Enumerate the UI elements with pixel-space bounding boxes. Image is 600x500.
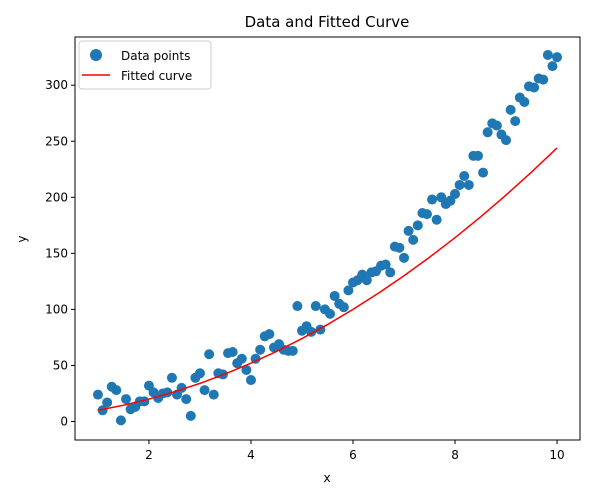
- data-point: [329, 290, 340, 301]
- legend-marker-data-points: [90, 49, 102, 61]
- data-point: [412, 220, 423, 231]
- y-axis-label: y: [15, 235, 29, 242]
- data-point: [431, 214, 442, 225]
- data-point: [505, 104, 516, 115]
- y-tick-label: 250: [45, 134, 68, 148]
- data-point: [394, 242, 405, 253]
- data-point: [427, 194, 438, 205]
- y-tick-label: 50: [53, 358, 68, 372]
- data-point: [408, 234, 419, 245]
- data-point: [459, 171, 470, 181]
- y-tick-label: 0: [60, 415, 68, 429]
- data-point: [181, 394, 192, 405]
- x-tick-label: 10: [549, 448, 564, 462]
- data-point: [403, 225, 414, 236]
- data-point: [491, 120, 502, 131]
- data-point: [208, 389, 219, 400]
- data-point: [241, 364, 252, 375]
- data-point: [199, 385, 210, 396]
- data-point: [385, 267, 396, 278]
- data-point: [552, 52, 563, 63]
- plot-area: [92, 49, 563, 426]
- data-point: [310, 301, 321, 312]
- data-point: [478, 167, 489, 178]
- data-point: [482, 127, 493, 138]
- data-point: [343, 285, 354, 296]
- data-point: [185, 410, 196, 421]
- data-point: [194, 368, 205, 379]
- data-point: [204, 349, 215, 360]
- y-tick-label: 150: [45, 246, 68, 260]
- data-point: [538, 74, 549, 85]
- data-point: [472, 150, 483, 161]
- data-point: [97, 405, 108, 416]
- y-tick-label: 300: [45, 78, 68, 92]
- axes-frame: [74, 36, 581, 441]
- data-point: [463, 179, 474, 190]
- data-point: [292, 301, 303, 312]
- data-point: [547, 61, 558, 72]
- data-point: [250, 353, 261, 364]
- data-point: [245, 375, 256, 386]
- fitted-curve-line: [97, 147, 558, 412]
- data-point: [542, 49, 553, 60]
- y-tick-label: 100: [45, 302, 68, 316]
- data-point: [166, 372, 177, 383]
- data-point: [338, 302, 349, 313]
- data-point: [361, 275, 372, 286]
- data-point: [92, 389, 103, 400]
- data-point: [102, 397, 113, 408]
- data-point: [450, 188, 461, 199]
- data-point: [255, 344, 266, 355]
- data-point: [510, 116, 521, 127]
- data-point: [264, 329, 275, 340]
- x-axis-label: x: [323, 471, 330, 485]
- legend: Data points Fitted curve: [78, 40, 212, 90]
- x-tick-label: 2: [145, 448, 153, 462]
- data-point: [380, 259, 391, 270]
- x-tick-label: 6: [349, 448, 357, 462]
- data-point: [227, 347, 238, 357]
- data-point: [519, 97, 530, 108]
- data-point: [236, 353, 247, 364]
- data-point: [501, 135, 512, 146]
- data-point: [115, 415, 126, 426]
- data-point: [454, 179, 465, 190]
- x-tick-label: 4: [247, 448, 255, 462]
- data-point: [529, 82, 540, 93]
- x-tick-label: 8: [451, 448, 459, 462]
- data-point: [287, 345, 298, 356]
- chart-title: Data and Fitted Curve: [245, 13, 410, 31]
- data-point: [421, 209, 432, 220]
- y-tick-label: 200: [45, 190, 68, 204]
- legend-label-fitted-curve: Fitted curve: [121, 69, 192, 83]
- legend-box: [78, 40, 212, 90]
- data-point: [399, 252, 410, 263]
- legend-label-data-points: Data points: [121, 49, 190, 63]
- data-point: [111, 385, 122, 396]
- data-point: [121, 394, 132, 405]
- data-point: [325, 308, 336, 319]
